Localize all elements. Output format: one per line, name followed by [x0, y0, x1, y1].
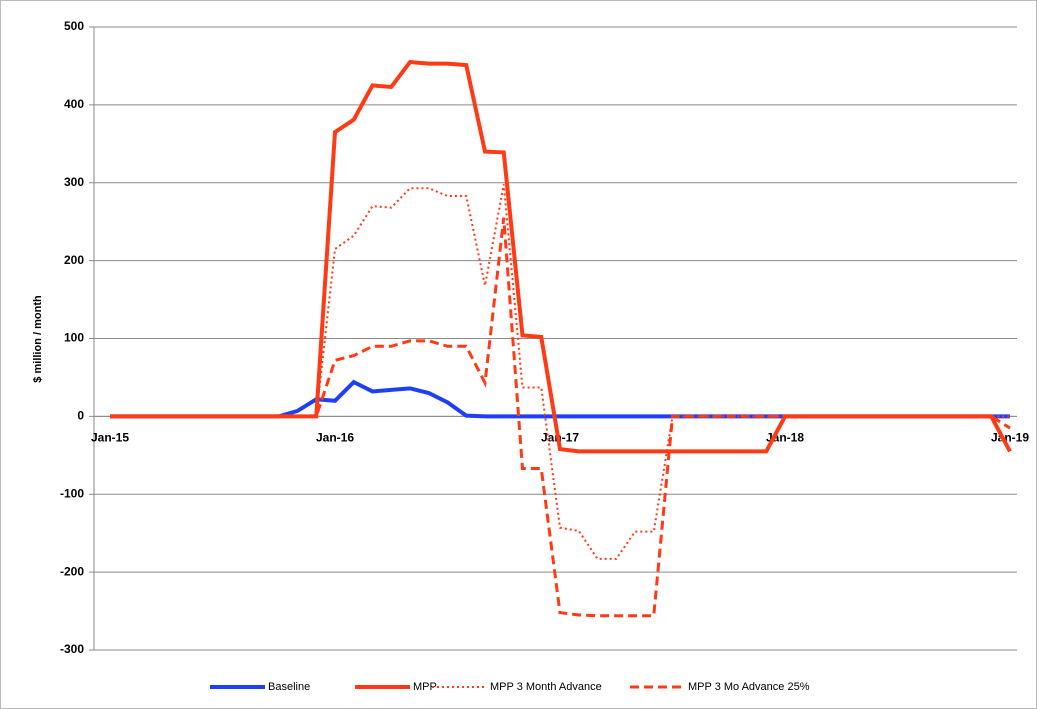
legend-label: Baseline: [268, 681, 310, 693]
y-tick-label: 0: [77, 409, 84, 423]
y-tick-label: 500: [64, 19, 84, 33]
y-axis-label: $ million / month: [32, 295, 44, 383]
y-tick-label: 100: [64, 331, 84, 345]
series-line: [110, 217, 1011, 618]
y-tick-label: -200: [60, 564, 84, 578]
legend-label: MPP 3 Month Advance: [490, 681, 602, 693]
legend-label: MPP: [413, 681, 437, 693]
x-tick-label: Jan-19: [991, 431, 1029, 445]
series-line: [110, 184, 1010, 560]
y-tick-label: -300: [60, 642, 84, 656]
legend: Baseline MPP MPP 3 Month Advance MPP 3 Mo A…: [210, 681, 810, 693]
legend-label: MPP 3 Mo Advance 25%: [688, 681, 810, 693]
x-tick-label: Jan-15: [91, 431, 129, 445]
y-tick-label: 200: [64, 253, 84, 267]
x-tick-label: Jan-17: [541, 431, 579, 445]
y-tick-label: -100: [60, 486, 84, 500]
x-tick-label: Jan-16: [316, 431, 354, 445]
y-tick-label: 300: [64, 175, 84, 189]
y-tick-label: 400: [64, 97, 84, 111]
